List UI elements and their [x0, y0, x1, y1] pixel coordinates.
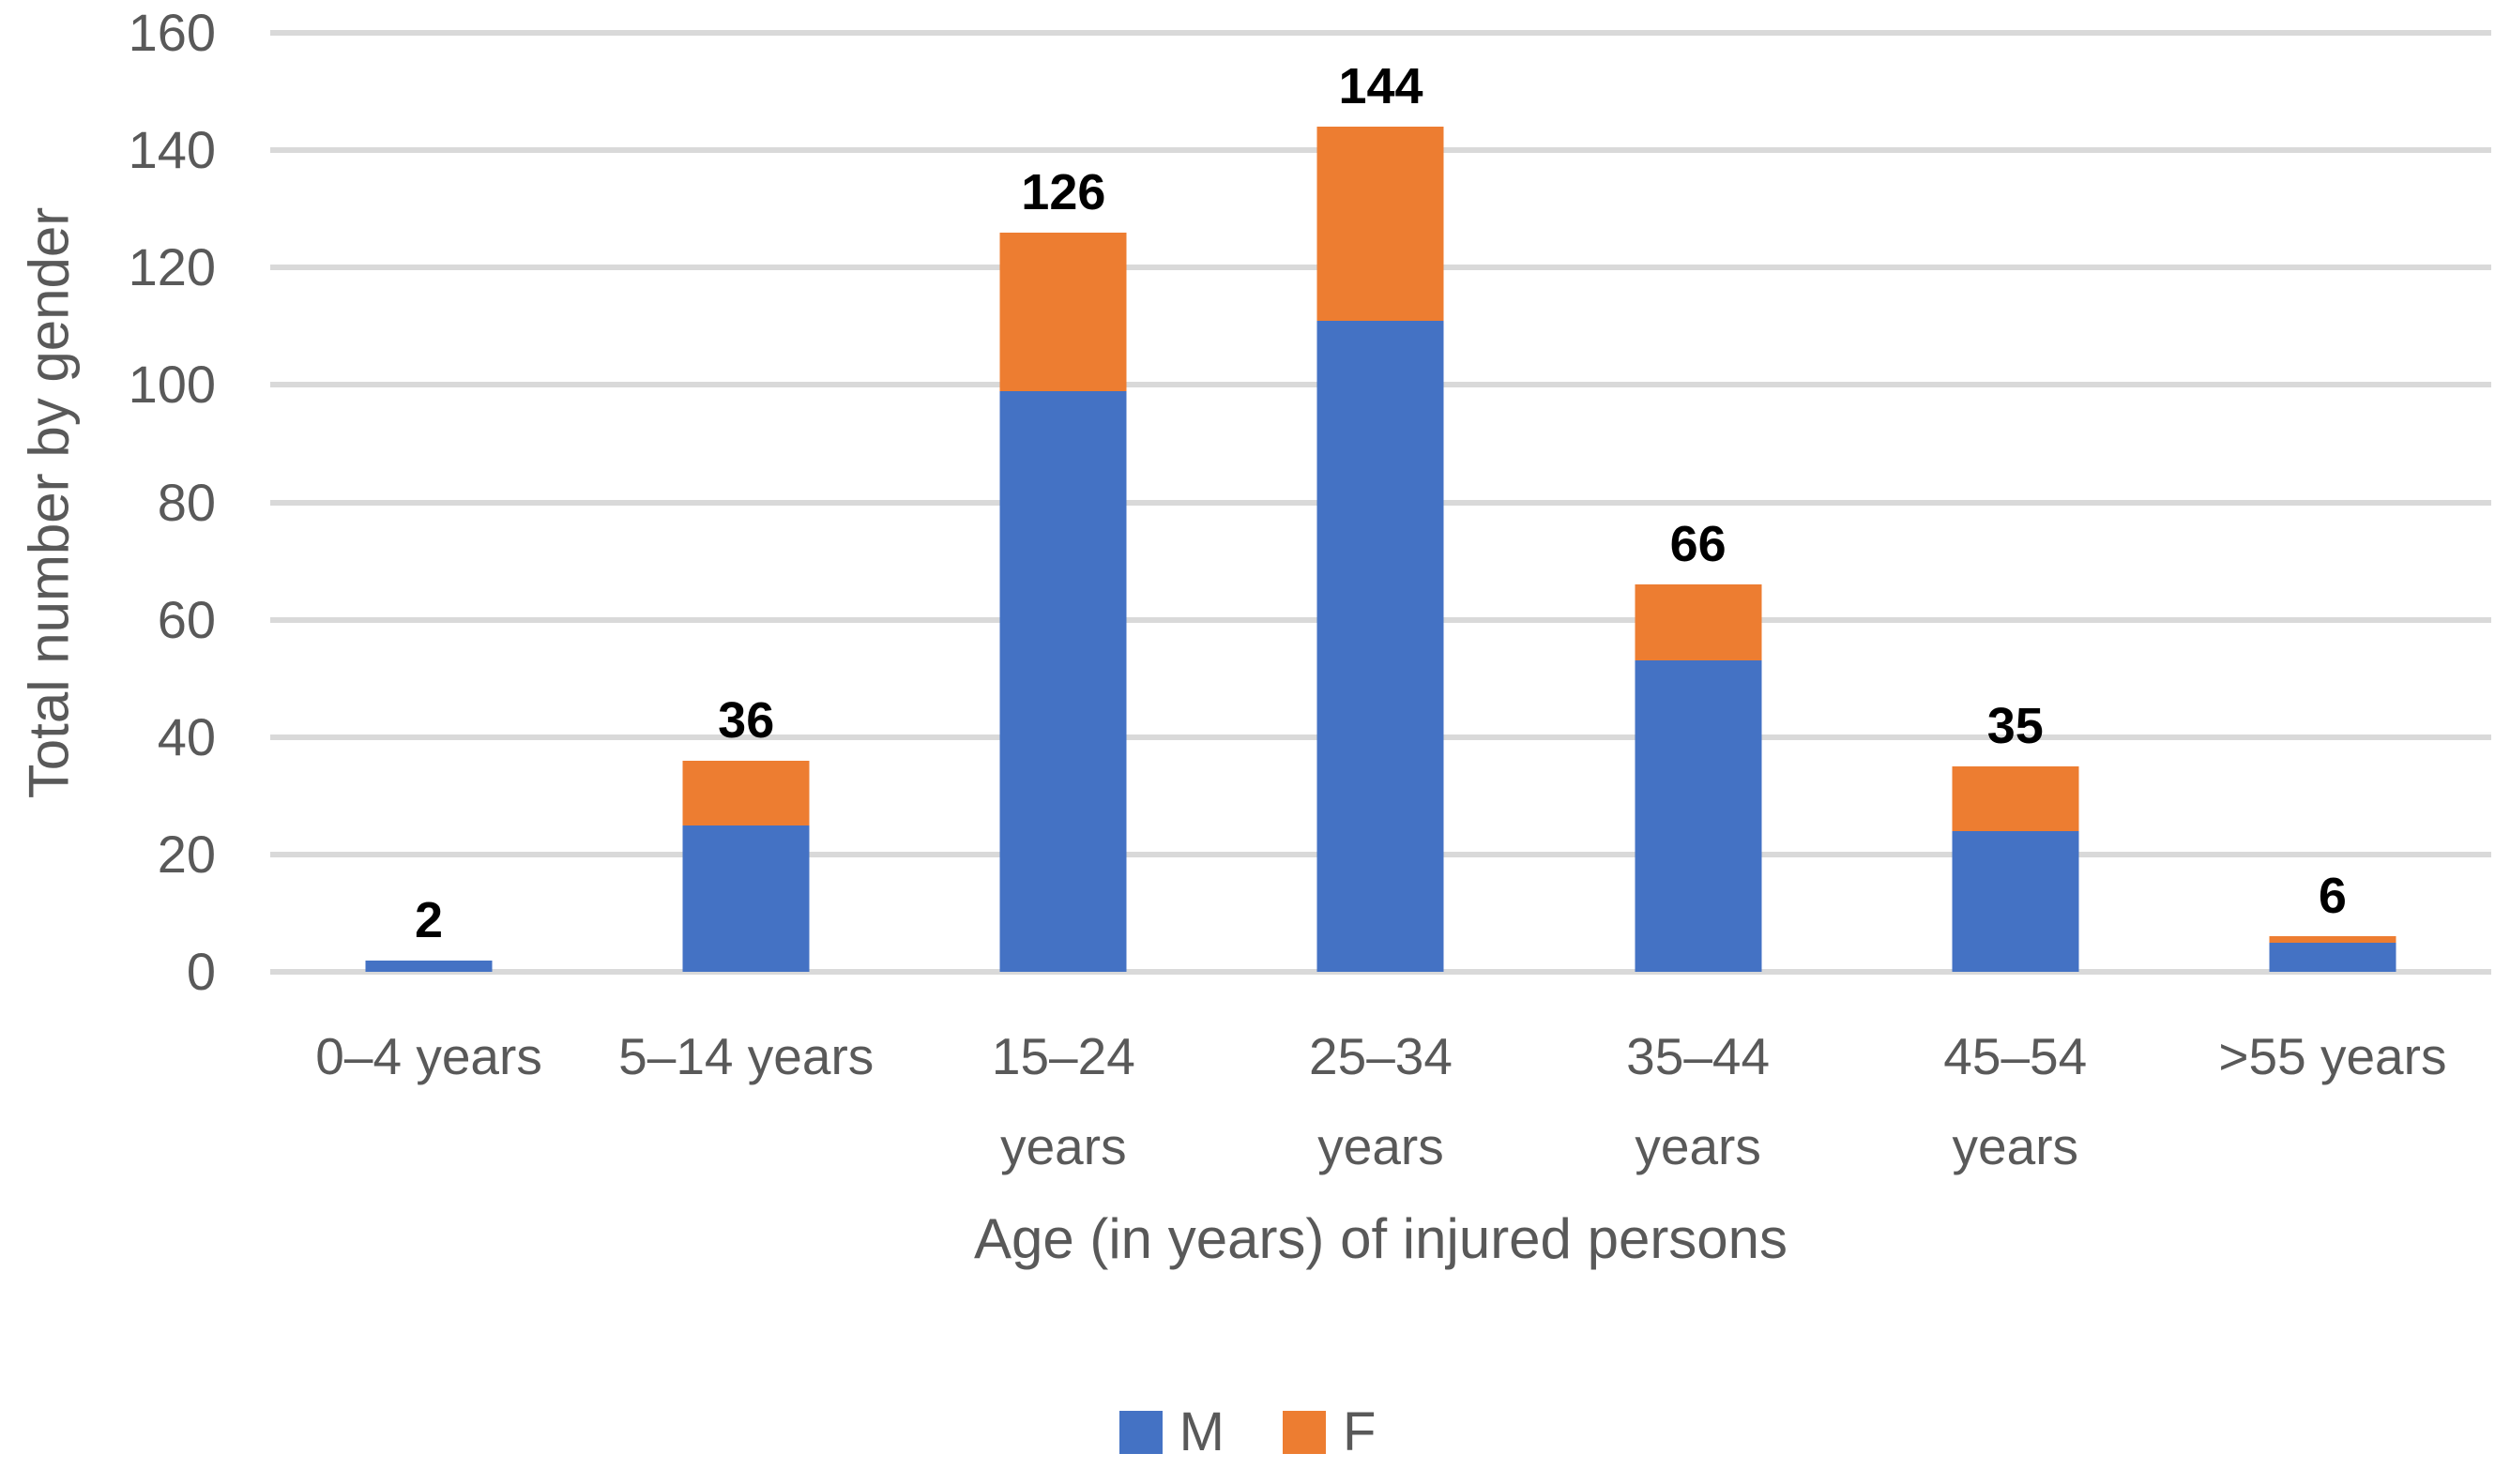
- data-label: 144: [1338, 58, 1423, 115]
- y-tick-label: 40: [157, 706, 216, 766]
- data-label: 35: [1986, 698, 2044, 755]
- bar-segment-f: [1316, 127, 1444, 321]
- category-slot: 144: [1222, 33, 1539, 972]
- y-tick-label: 80: [157, 472, 216, 532]
- x-axis-tick-labels: 0–4 years 5–14 years 15–24 years 25–34 year…: [270, 1011, 2491, 1192]
- bar-segment-m: [1635, 660, 1762, 972]
- category-slot: 126: [905, 33, 1222, 972]
- bar-segment-f: [2269, 936, 2396, 943]
- bar-segment-f: [1952, 766, 2079, 831]
- legend-item-m: M: [1118, 1401, 1225, 1462]
- bar-stack: [2269, 33, 2396, 972]
- data-label: 126: [1021, 163, 1106, 220]
- bar-stack: [1952, 33, 2079, 972]
- y-tick-label: 140: [128, 120, 216, 180]
- gridline: [270, 969, 2491, 975]
- bar-segment-m: [2269, 942, 2396, 972]
- gridline: [270, 30, 2491, 36]
- bar-segment-m: [999, 390, 1127, 972]
- bar-stack: [682, 33, 810, 972]
- bar-segment-m: [365, 960, 493, 972]
- x-tick-label: 35–44 years: [1626, 1027, 1771, 1176]
- y-tick-label: 100: [128, 355, 216, 415]
- x-tick-label: 15–24 years: [991, 1027, 1135, 1176]
- x-tick-label: >55 years: [2218, 1027, 2447, 1085]
- x-tick-label: 25–34 years: [1309, 1027, 1453, 1176]
- x-tick-label: 5–14 years: [618, 1027, 875, 1085]
- legend-label-m: M: [1179, 1401, 1225, 1462]
- bar-segment-m: [1316, 320, 1444, 972]
- y-axis-tick-labels: 0 20 40 60 80 100 120 140 160: [0, 7, 216, 998]
- bar-segment-m: [682, 825, 810, 972]
- data-label: 66: [1669, 516, 1727, 573]
- x-tick-label: 45–54 years: [1943, 1027, 2088, 1176]
- data-label: 6: [2318, 868, 2347, 925]
- bar-segment-f: [682, 760, 810, 825]
- legend-swatch-m: [1118, 1411, 1163, 1454]
- data-label: 36: [718, 691, 775, 749]
- category-slot: 2: [270, 33, 587, 972]
- bar-stack: [999, 33, 1127, 972]
- plot-area: 2 36 126 144 66 35 6: [270, 30, 2491, 975]
- y-tick-label: 0: [186, 942, 216, 1001]
- legend-swatch-f: [1282, 1411, 1326, 1454]
- data-label: 2: [415, 891, 444, 948]
- bar-stack: [365, 33, 493, 972]
- bar-stack: [1316, 33, 1444, 972]
- category-slot: 66: [1540, 33, 1857, 972]
- bar-segment-f: [1635, 584, 1762, 661]
- bar-segment-m: [1952, 830, 2079, 972]
- y-tick-label: 20: [157, 824, 216, 884]
- bar-stack: [1635, 33, 1762, 972]
- category-slot: 36: [587, 33, 905, 972]
- category-slot: 35: [1857, 33, 2174, 972]
- x-tick-label: 0–4 years: [315, 1027, 542, 1085]
- legend-label-f: F: [1342, 1401, 1377, 1462]
- category-slot: 6: [2174, 33, 2491, 972]
- bars-row: 2 36 126 144 66 35 6: [270, 33, 2491, 972]
- y-tick-label: 120: [128, 237, 216, 297]
- bar-segment-f: [999, 232, 1127, 391]
- x-axis-title: Age (in years) of injured persons: [973, 1207, 1788, 1270]
- y-tick-label: 160: [128, 3, 216, 62]
- legend-item-f: F: [1282, 1401, 1377, 1462]
- y-tick-label: 60: [157, 589, 216, 649]
